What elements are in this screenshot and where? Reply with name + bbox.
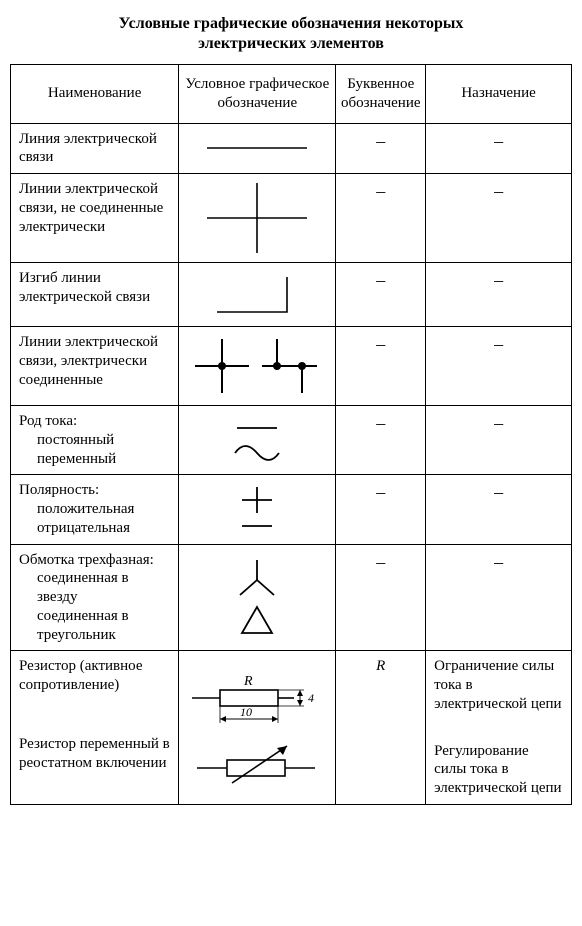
table-row: Изгиб линии электрической связи – – <box>11 263 572 327</box>
cross-connected-icon <box>187 331 327 401</box>
cell-letter: – <box>336 475 426 544</box>
row-sub: постоянный <box>19 431 170 450</box>
table-row: Линии электрической связи, не соединенны… <box>11 174 572 263</box>
header-letter: Буквенное обозначение <box>336 65 426 124</box>
cell-name: Изгиб линии электрической связи <box>11 263 179 327</box>
row-head: Род тока: <box>19 413 77 429</box>
cell-letter: – <box>336 544 426 651</box>
cell-letter: – <box>336 174 426 263</box>
cell-purpose: – <box>426 263 572 327</box>
header-row: Наименование Условное графическое обозна… <box>11 65 572 124</box>
row-sub: положительная <box>19 500 170 519</box>
row-sub: Резистор переменный в реостатном включен… <box>19 736 170 771</box>
cell-symbol <box>179 544 336 651</box>
cell-symbol <box>179 406 336 475</box>
table-row: Полярность: положительная отрицательная … <box>11 475 572 544</box>
table-row: Обмотка трехфазная: соединенная в звезду… <box>11 544 572 651</box>
row-sub: Резистор (активное сопротивление) <box>19 658 142 693</box>
cell-purpose: – <box>426 327 572 406</box>
dim-label-R: R <box>243 674 253 689</box>
cell-name: Полярность: положительная отрицательная <box>11 475 179 544</box>
cell-name: Обмотка трехфазная: соединенная в звезду… <box>11 544 179 651</box>
purpose-text: Ограничение силы тока в электрической це… <box>434 658 561 712</box>
resistor-icon: R 4 10 <box>182 663 332 738</box>
title-line-2: электрических элементов <box>198 35 384 52</box>
winding-icon <box>222 555 292 640</box>
cell-symbol: R 4 10 <box>179 651 336 805</box>
cell-purpose: – <box>426 475 572 544</box>
row-sub: отрицательная <box>19 519 170 538</box>
dim-len: 10 <box>240 705 252 719</box>
cross-not-connected-icon <box>197 178 317 258</box>
row-head: Полярность: <box>19 482 99 498</box>
purpose-text: Регулирование силы тока в электрической … <box>434 743 561 797</box>
cell-symbol <box>179 174 336 263</box>
cell-purpose: Ограничение силы тока в электрической це… <box>426 651 572 805</box>
header-name: Наименование <box>11 65 179 124</box>
cell-letter: – <box>336 406 426 475</box>
cell-purpose: – <box>426 174 572 263</box>
bend-icon <box>197 267 317 322</box>
table-row: Линия электрической связи – – <box>11 123 572 174</box>
cell-symbol <box>179 123 336 174</box>
header-symbol: Условное графическое обозначение <box>179 65 336 124</box>
cell-symbol <box>179 475 336 544</box>
table-row: Резистор (активное сопротивление) Резист… <box>11 651 572 805</box>
cell-symbol <box>179 327 336 406</box>
cell-purpose: – <box>426 544 572 651</box>
title-line-1: Условные графические обозначения некотор… <box>119 15 464 32</box>
table-row: Род тока: постоянный переменный – – <box>11 406 572 475</box>
cell-purpose: – <box>426 406 572 475</box>
rheostat-icon <box>187 738 327 793</box>
symbols-table: Наименование Условное графическое обозна… <box>10 64 572 805</box>
cell-name: Резистор (активное сопротивление) Резист… <box>11 651 179 805</box>
cell-symbol <box>179 263 336 327</box>
cell-name: Линия электрической связи <box>11 123 179 174</box>
cell-letter: – <box>336 263 426 327</box>
polarity-icon <box>222 482 292 537</box>
cell-name: Линии электрической связи, не соединенны… <box>11 174 179 263</box>
cell-purpose: – <box>426 123 572 174</box>
header-purpose: Назначение <box>426 65 572 124</box>
row-sub: переменный <box>19 450 170 469</box>
row-sub: соединенная в звезду <box>19 569 170 607</box>
cell-letter: – <box>336 327 426 406</box>
cell-letter: R <box>336 651 426 805</box>
row-head: Обмотка трехфазная: <box>19 552 154 568</box>
current-kind-icon <box>217 413 297 468</box>
cell-name: Линии электрической связи, электрически … <box>11 327 179 406</box>
row-sub: соединенная в треугольник <box>19 607 170 645</box>
cell-name: Род тока: постоянный переменный <box>11 406 179 475</box>
cell-letter: – <box>336 123 426 174</box>
table-row: Линии электрической связи, электрически … <box>11 327 572 406</box>
line-symbol-icon <box>197 133 317 163</box>
dim-h: 4 <box>308 691 314 705</box>
page-title: Условные графические обозначения некотор… <box>10 14 572 54</box>
letter-R: R <box>376 658 385 674</box>
